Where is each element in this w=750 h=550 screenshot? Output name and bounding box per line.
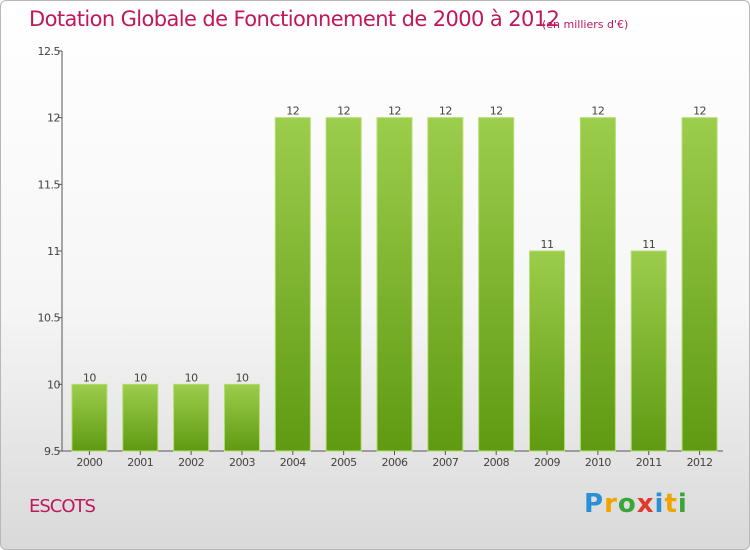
bar [427,117,464,452]
bar [325,117,362,452]
bar-value-label: 10 [83,371,96,384]
x-tick-label: 2003 [229,456,255,469]
bar-value-label: 12 [490,105,503,118]
bar [274,117,311,452]
bar [681,117,718,452]
x-tick-label: 2004 [280,456,306,469]
y-tick-label: 10 [47,378,60,391]
bar [122,383,159,452]
x-tick-label: 2005 [331,456,357,469]
bar-value-label: 11 [541,238,554,251]
bar [579,117,616,452]
logo-letter: i [677,489,688,519]
x-tick-label: 2010 [585,456,611,469]
logo-letter: t [664,489,678,519]
y-tick-label: 12.5 [38,45,61,58]
bar-value-label: 12 [439,105,452,118]
x-tick-label: 2000 [76,456,102,469]
y-tick-label: 11.5 [38,178,61,191]
x-tick-label: 2002 [178,456,204,469]
x-tick-label: 2001 [127,456,153,469]
bar-value-label: 12 [388,105,401,118]
x-tick-label: 2009 [534,456,560,469]
x-tick-label: 2012 [687,456,713,469]
bar [376,117,413,452]
bar-value-label: 12 [337,105,350,118]
bar-value-label: 10 [235,371,248,384]
x-tick-label: 2011 [636,456,662,469]
logo-letter: o [617,489,637,519]
bar-value-label: 10 [134,371,147,384]
y-tick-label: 12 [47,112,60,125]
logo-letter: r [604,489,618,519]
bar [173,383,210,452]
bar [630,250,667,452]
chart-title: Dotation Globale de Fonctionnement de 20… [29,7,560,31]
bar [529,250,566,452]
x-tick-label: 2006 [382,456,408,469]
y-tick-label: 9.5 [44,445,60,458]
x-tick-label: 2008 [483,456,509,469]
bar-value-label: 12 [286,105,299,118]
logo-letter: P [584,489,605,519]
x-tick-label: 2007 [432,456,458,469]
bar-value-label: 10 [185,371,198,384]
proxiti-logo: Proxiti [584,489,688,519]
y-tick-label: 11 [47,245,60,258]
bar [478,117,515,452]
chart-subtitle: (en milliers d'€) [542,18,629,31]
bar [223,383,260,452]
bar-value-label: 12 [693,105,706,118]
bar-value-label: 11 [642,238,655,251]
bar-value-label: 12 [591,105,604,118]
commune-name: ESCOTS [29,496,96,517]
bar [71,383,108,452]
y-tick-label: 10.5 [38,312,61,325]
logo-letter: i [654,489,665,519]
logo-letter: x [636,489,655,519]
